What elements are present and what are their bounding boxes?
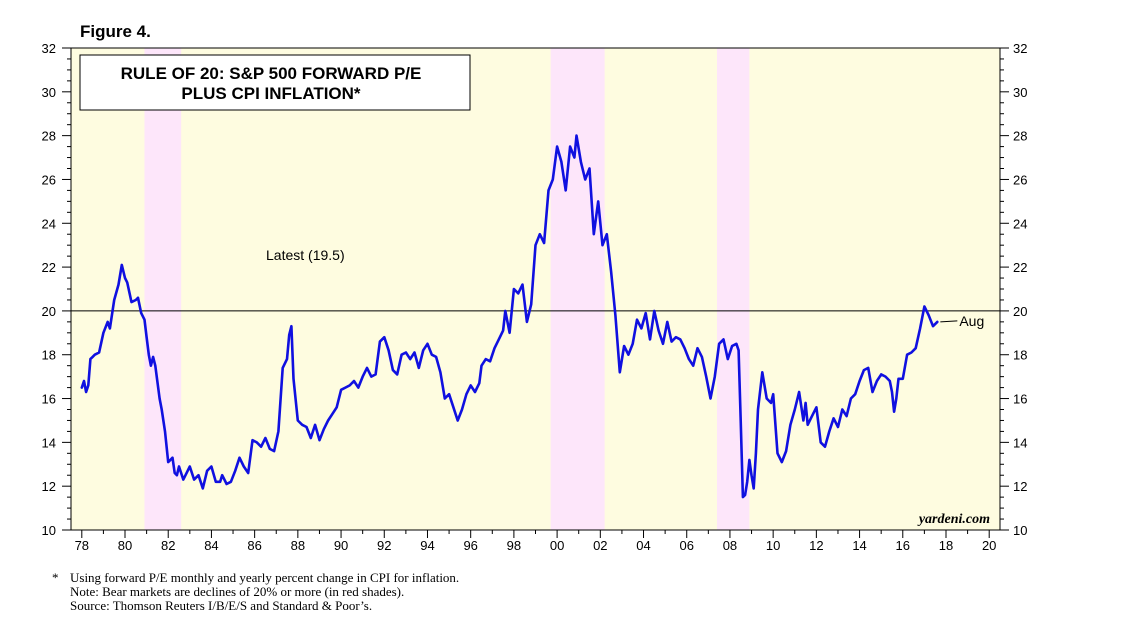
x-tick-label: 82 [161, 538, 175, 553]
x-tick-label: 20 [982, 538, 996, 553]
x-tick-label: 02 [593, 538, 607, 553]
title-box [79, 54, 471, 111]
x-tick-label: 80 [118, 538, 132, 553]
x-tick-label: 00 [550, 538, 564, 553]
x-tick-label: 08 [723, 538, 737, 553]
x-tick-label: 90 [334, 538, 348, 553]
y-tick-label-right: 28 [1013, 129, 1027, 144]
y-tick-label-left: 32 [42, 41, 56, 56]
y-tick-label-left: 22 [42, 260, 56, 275]
x-tick-label: 96 [463, 538, 477, 553]
x-tick-label: 86 [247, 538, 261, 553]
y-tick-label-right: 32 [1013, 41, 1027, 56]
y-tick-label-right: 18 [1013, 348, 1027, 363]
x-tick-label: 92 [377, 538, 391, 553]
y-tick-label-left: 20 [42, 304, 56, 319]
x-tick-label: 84 [204, 538, 218, 553]
footnote-line-2: Note: Bear markets are declines of 20% o… [70, 584, 405, 599]
footnote-marker: * [52, 570, 59, 585]
latest-pointer-line [940, 320, 958, 323]
x-tick-label: 94 [420, 538, 434, 553]
series-line-pe-plus-cpi [80, 134, 939, 499]
y-tick-label-right: 24 [1013, 216, 1027, 231]
x-tick-label: 04 [636, 538, 650, 553]
x-tick-label: 88 [291, 538, 305, 553]
y-tick-label-left: 18 [42, 348, 56, 363]
latest-value-annotation: Latest (19.5) [266, 247, 345, 263]
y-tick-label-left: 14 [42, 435, 56, 450]
y-tick-label-left: 16 [42, 392, 56, 407]
x-tick-label: 98 [507, 538, 521, 553]
chart-title-line-1: RULE OF 20: S&P 500 FORWARD P/E [121, 64, 422, 83]
chart-title-line-2: PLUS CPI INFLATION* [181, 84, 361, 103]
y-tick-label-right: 20 [1013, 304, 1027, 319]
y-tick-label-right: 14 [1013, 435, 1027, 450]
x-tick-label: 16 [896, 538, 910, 553]
y-tick-label-right: 10 [1013, 523, 1027, 538]
bear-market-shade-1 [144, 48, 182, 530]
x-tick-label: 06 [679, 538, 693, 553]
y-tick-label-left: 30 [42, 85, 56, 100]
x-tick-label: 10 [766, 538, 780, 553]
y-tick-label-left: 10 [42, 523, 56, 538]
x-tick-label: 18 [939, 538, 953, 553]
y-tick-label-right: 30 [1013, 85, 1027, 100]
bear-market-shade-2 [550, 48, 605, 530]
y-tick-label-right: 12 [1013, 479, 1027, 494]
watermark-yardeni: yardeni.com [917, 512, 990, 527]
x-tick-label: 14 [852, 538, 866, 553]
y-tick-label-left: 26 [42, 172, 56, 187]
x-tick-label: 78 [75, 538, 89, 553]
y-tick-label-right: 22 [1013, 260, 1027, 275]
footnote-line-3: Source: Thomson Reuters I/B/E/S and Stan… [70, 598, 373, 613]
y-tick-label-left: 24 [42, 216, 56, 231]
footnote-line-1: Using forward P/E monthly and yearly per… [70, 570, 460, 585]
latest-month-label: Aug [959, 313, 984, 329]
y-tick-label-right: 26 [1013, 172, 1027, 187]
bear-market-shade-3 [716, 48, 750, 530]
plot-background [71, 48, 1000, 530]
plot-area: 10 10 12 12 14 14 16 16 18 18 20 20 22 22 24 24 26 26 28 28… [42, 41, 1028, 553]
y-tick-label-left: 28 [42, 129, 56, 144]
footnotes: * Using forward P/E monthly and yearly pe… [52, 571, 459, 613]
x-tick-label: 12 [809, 538, 823, 553]
y-tick-label-right: 16 [1013, 392, 1027, 407]
figure-label: Figure 4. [80, 22, 151, 41]
y-tick-label-left: 12 [42, 479, 56, 494]
